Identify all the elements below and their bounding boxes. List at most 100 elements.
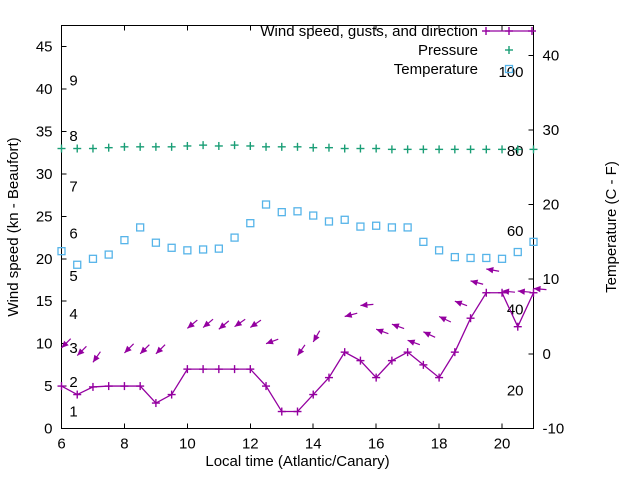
gust-arrow bbox=[312, 330, 321, 343]
temperature-point bbox=[57, 247, 66, 256]
y2-tick-label: 0 bbox=[543, 346, 551, 363]
legend-marker bbox=[504, 64, 514, 74]
gust-arrow-head bbox=[155, 346, 164, 354]
gust-arrow bbox=[186, 319, 198, 329]
temperature-point bbox=[309, 211, 318, 220]
gust-arrow bbox=[517, 288, 531, 295]
gust-arrow bbox=[218, 320, 230, 330]
y-tick-label: 45 bbox=[36, 39, 53, 56]
temperature-point bbox=[419, 237, 428, 246]
gust-arrow-head bbox=[92, 354, 100, 363]
gust-arrow-head bbox=[297, 347, 305, 356]
temperature-point bbox=[340, 215, 349, 224]
temperature-point bbox=[434, 246, 444, 255]
temperature-point bbox=[497, 254, 507, 263]
gust-arrow-head bbox=[376, 328, 384, 335]
y-tick-label: 30 bbox=[36, 166, 53, 183]
temperature-point bbox=[183, 246, 192, 255]
gust-arrow-head bbox=[517, 288, 526, 295]
temperature-point bbox=[387, 223, 397, 232]
legend-label-1: Pressure bbox=[418, 42, 478, 59]
y2-tick-label: 10 bbox=[543, 271, 560, 288]
temperature-series bbox=[57, 200, 538, 269]
gust-arrow bbox=[202, 318, 214, 328]
gust-arrow-head bbox=[313, 334, 320, 342]
beaufort-label: 4 bbox=[69, 306, 77, 323]
gust-arrow-head bbox=[77, 348, 85, 356]
gust-arrow bbox=[501, 288, 516, 295]
temperature-point bbox=[261, 200, 271, 209]
gust-arrow bbox=[470, 279, 484, 286]
gust-arrow-head bbox=[423, 331, 432, 338]
gust-arrow bbox=[391, 323, 405, 330]
temperature-point bbox=[230, 233, 239, 242]
y-tick-label: 5 bbox=[44, 378, 52, 395]
gust-arrow bbox=[139, 344, 150, 355]
temperature-point bbox=[277, 208, 286, 217]
y2-axis-ticks: -10 0 10 20 30 40 bbox=[528, 47, 564, 438]
y-axis-ticks: 0 5 10 15 20 25 30 35 40 45 bbox=[36, 39, 67, 438]
gust-arrow-head bbox=[266, 338, 274, 345]
x-tick-label: 6 bbox=[57, 436, 65, 453]
temperature-point bbox=[198, 245, 208, 254]
gust-arrow-head bbox=[439, 316, 447, 323]
gust-arrow-head bbox=[140, 346, 148, 354]
gust-arrow bbox=[265, 338, 279, 345]
y-tick-label: 35 bbox=[36, 124, 53, 141]
gust-arrow bbox=[249, 319, 262, 329]
y-tick-label: 15 bbox=[36, 293, 53, 310]
gust-arrow bbox=[155, 344, 166, 355]
temperature-point bbox=[482, 253, 491, 263]
temperature-point bbox=[324, 217, 334, 226]
gust-arrow bbox=[297, 344, 306, 356]
gust-arrow bbox=[61, 338, 72, 349]
fahrenheit-label: 20 bbox=[507, 382, 524, 399]
temperature-point bbox=[356, 222, 365, 231]
x-tick-label: 16 bbox=[368, 436, 385, 453]
beaufort-label: 5 bbox=[69, 268, 77, 285]
x-tick-label: 18 bbox=[431, 436, 448, 453]
y2-tick-label: 40 bbox=[543, 47, 560, 64]
gust-arrow-head bbox=[533, 285, 541, 293]
temperature-point bbox=[151, 238, 161, 247]
fahrenheit-label: 80 bbox=[507, 143, 524, 160]
gust-arrow bbox=[533, 285, 547, 293]
legend-label-2: Temperature bbox=[394, 61, 478, 78]
y-axis-title: Wind speed (kn - Beaufort) bbox=[5, 137, 22, 316]
gust-arrow-head bbox=[391, 323, 400, 330]
temperature-point bbox=[246, 219, 255, 228]
y-tick-label: 20 bbox=[36, 251, 53, 268]
gust-arrow bbox=[234, 318, 246, 328]
gust-arrow-head bbox=[486, 267, 494, 274]
beaufort-label: 1 bbox=[69, 404, 77, 421]
plot-frame bbox=[61, 25, 534, 429]
gust-arrow bbox=[486, 267, 500, 274]
gust-arrow bbox=[407, 339, 421, 346]
gust-arrow-head bbox=[470, 279, 479, 286]
x-axis-title: Local time (Atlantic/Canary) bbox=[205, 453, 389, 470]
gust-arrow-head bbox=[344, 311, 353, 318]
y-tick-label: 25 bbox=[36, 208, 53, 225]
legend: Wind speed, gusts, and direction Pressure… bbox=[260, 23, 536, 78]
temperature-point bbox=[372, 221, 381, 230]
temperature-point bbox=[73, 260, 82, 269]
gust-arrow bbox=[438, 315, 452, 323]
temperature-point bbox=[214, 244, 223, 253]
temperature-point bbox=[513, 247, 522, 257]
legend-label-0: Wind speed, gusts, and direction bbox=[260, 23, 478, 40]
beaufort-scale-labels: 1 2 3 4 5 6 7 8 9 bbox=[69, 73, 77, 421]
gust-arrow bbox=[375, 328, 389, 335]
gust-arrow-head bbox=[407, 339, 416, 346]
y-tick-label: 10 bbox=[36, 336, 53, 353]
temperature-point bbox=[529, 237, 538, 246]
temperature-point bbox=[466, 253, 475, 263]
fahrenheit-label: 60 bbox=[507, 223, 524, 240]
gust-arrow-head bbox=[218, 322, 227, 330]
temperature-point bbox=[167, 243, 176, 252]
wind-speed-series bbox=[57, 288, 538, 416]
gust-arrow bbox=[454, 300, 468, 307]
